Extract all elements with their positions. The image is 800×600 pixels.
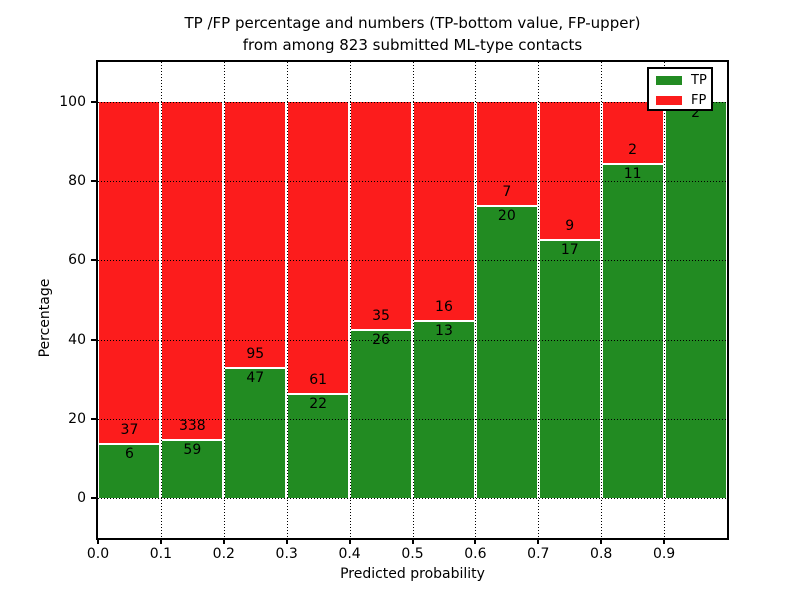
- y-tick-20: [91, 417, 96, 420]
- tp-bar-0.7-0.8: [539, 239, 601, 498]
- x-tick-0.3: [285, 540, 288, 544]
- gridline-h-80: [98, 181, 727, 183]
- fp-bar-0.3-0.4: [287, 102, 349, 394]
- gridline-v-0.1: [160, 62, 162, 538]
- chart-title-line2: from among 823 submitted ML-type contact…: [242, 36, 583, 54]
- tp-count-label-0.0-0.1: 6: [124, 445, 134, 462]
- y-tick-100: [91, 101, 96, 103]
- y-tick-80: [91, 180, 96, 183]
- legend-label-TP: TP: [691, 72, 707, 88]
- fp-bar-0.8-0.9: [602, 102, 664, 163]
- fp-bar-0.6-0.7: [476, 102, 538, 205]
- x-tick-label-0.3: 0.3: [275, 546, 298, 562]
- gridline-h-100: [98, 102, 727, 103]
- legend-label-FP: FP: [691, 92, 707, 108]
- tp-bar-0.4-0.5: [350, 329, 412, 498]
- x-tick-label-0.1: 0.1: [149, 546, 173, 562]
- x-tick-0.8: [600, 540, 603, 544]
- legend-swatch-FP: [656, 95, 682, 105]
- legend: TP FP: [647, 67, 713, 111]
- gridline-v-0.3: [286, 62, 288, 538]
- fp-count-label-0.6-0.7: 7: [502, 183, 512, 200]
- x-tick-0.6: [474, 540, 477, 544]
- chart-title: TP /FP percentage and numbers (TP-bottom…: [98, 12, 727, 56]
- fp-count-label-0.8-0.9: 2: [628, 141, 638, 158]
- tp-bar-0.8-0.9: [602, 162, 664, 498]
- gridline-h-60: [98, 260, 727, 262]
- y-tick-label-40: 40: [68, 331, 86, 348]
- tp-bar-0.2-0.3: [224, 366, 286, 498]
- x-tick-label-0.2: 0.2: [212, 546, 235, 562]
- fp-count-label-0.5-0.6: 16: [435, 299, 453, 316]
- y-tick-0: [91, 497, 96, 499]
- gridline-v-0.7: [538, 62, 540, 538]
- tp-count-label-0.4-0.5: 26: [372, 332, 390, 349]
- fp-count-label-0.4-0.5: 35: [372, 308, 390, 325]
- y-tick-label-0: 0: [77, 490, 86, 506]
- tp-count-label-0.9-1.0: 2: [691, 105, 700, 121]
- x-tick-label-0.8: 0.8: [590, 546, 613, 562]
- fp-bar-0.2-0.3: [224, 102, 286, 367]
- y-tick-label-20: 20: [68, 410, 86, 427]
- gridline-h-40: [98, 339, 727, 341]
- x-tick-label-0.7: 0.7: [527, 546, 550, 562]
- legend-row-FP: FP: [656, 91, 711, 109]
- fp-count-label-0.1-0.2: 338: [178, 418, 206, 435]
- x-tick-label-0.6: 0.6: [464, 546, 487, 562]
- fp-bar-0.0-0.1: [99, 102, 160, 443]
- x-tick-0.1: [159, 540, 162, 544]
- gridline-v-0.5: [412, 62, 414, 538]
- gridline-h-0: [98, 498, 727, 499]
- x-tick-0.7: [537, 540, 540, 544]
- x-tick-0.0: [97, 540, 99, 544]
- legend-row-TP: TP: [656, 71, 711, 89]
- y-tick-label-80: 80: [68, 173, 86, 190]
- x-tick-0.9: [663, 540, 666, 544]
- gridline-v-0.9: [664, 62, 666, 538]
- tp-bar-0.6-0.7: [476, 204, 538, 498]
- gridline-v-0.6: [475, 62, 477, 538]
- x-axis-label: Predicted probability: [340, 566, 485, 582]
- chart-title-line1: TP /FP percentage and numbers (TP-bottom…: [184, 14, 641, 32]
- y-axis-label: Percentage: [37, 278, 53, 358]
- tp-bar-0.3-0.4: [287, 393, 349, 498]
- x-tick-label-0.9: 0.9: [652, 546, 676, 562]
- tp-count-label-0.7-0.8: 17: [560, 242, 579, 259]
- fp-count-label-0.7-0.8: 9: [565, 218, 575, 235]
- x-tick-label-0.0: 0.0: [86, 546, 110, 562]
- x-tick-0.2: [222, 540, 225, 544]
- fp-count-label-0.3-0.4: 61: [309, 372, 328, 389]
- gridline-h-20: [98, 418, 727, 420]
- tp-count-label-0.5-0.6: 13: [435, 323, 453, 340]
- tp-bar-0.9-1.0: [665, 102, 726, 498]
- tp-count-label-0.2-0.3: 47: [246, 369, 265, 386]
- tp-bar-0.5-0.6: [413, 320, 475, 498]
- x-tick-label-0.5: 0.5: [401, 546, 424, 562]
- fp-bar-0.7-0.8: [539, 102, 601, 240]
- y-tick-label-60: 60: [68, 252, 86, 269]
- tp-count-label-0.1-0.2: 59: [183, 442, 202, 459]
- fp-count-label-0.0-0.1: 37: [120, 421, 139, 438]
- fp-count-label-0.2-0.3: 95: [246, 345, 265, 362]
- tp-count-label-0.8-0.9: 11: [623, 165, 642, 182]
- gridline-v-0.8: [601, 62, 603, 538]
- plot-area: 37 6 338 59 95 47 61 22 35 26 16 13 7 20 9 17 2 11 2: [98, 62, 727, 538]
- legend-swatch-TP: [656, 75, 682, 85]
- gridline-v-0.4: [349, 62, 351, 538]
- fp-bar-0.1-0.2: [161, 102, 223, 440]
- tp-count-label-0.3-0.4: 22: [309, 396, 328, 413]
- x-tick-0.4: [348, 540, 351, 544]
- tp-bar-0.0-0.1: [99, 442, 160, 498]
- y-tick-60: [91, 259, 96, 262]
- fp-bar-0.4-0.5: [350, 102, 412, 330]
- gridline-v-0.2: [223, 62, 225, 538]
- y-tick-label-100: 100: [59, 94, 86, 110]
- tp-bar-0.1-0.2: [161, 439, 223, 498]
- tp-count-label-0.6-0.7: 20: [497, 207, 516, 224]
- y-tick-40: [91, 338, 96, 341]
- x-tick-label-0.4: 0.4: [338, 546, 361, 562]
- fp-bar-0.5-0.6: [413, 102, 475, 321]
- x-tick-0.5: [411, 540, 414, 544]
